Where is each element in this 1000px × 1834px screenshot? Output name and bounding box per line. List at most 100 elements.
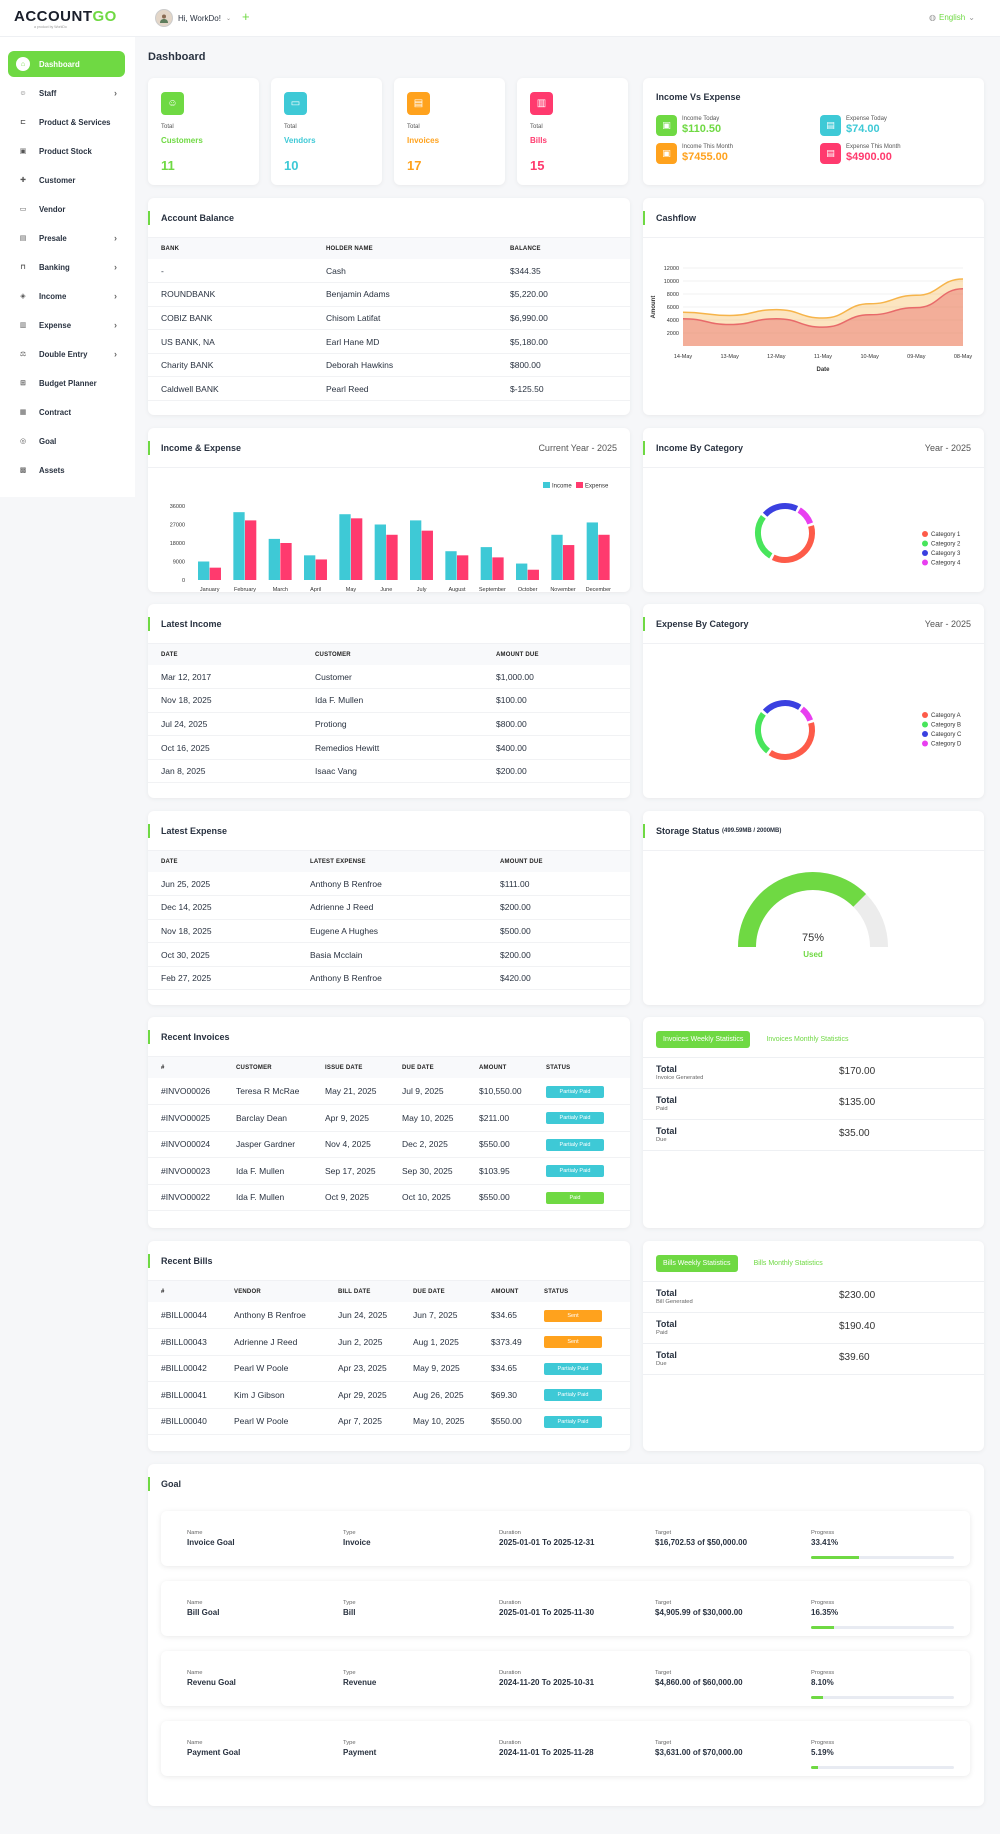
table-row[interactable]: #INVO00025 Barclay Dean Apr 9, 2025 May 10,…	[148, 1104, 630, 1132]
table-row[interactable]: #BILL00040 Pearl W Poole Apr 7, 2025 May 10…	[148, 1408, 630, 1435]
sidebar-item-contract[interactable]: ▦ Contract	[8, 399, 125, 425]
tab-invoices-monthly[interactable]: Invoices Monthly Statistics	[766, 1036, 849, 1043]
table-row[interactable]: Dec 14, 2025 Adrienne J Reed $200.00	[148, 895, 630, 920]
table-cell: Mar 12, 2017	[148, 665, 302, 690]
add-icon[interactable]: +	[242, 9, 250, 24]
sidebar-item-goal[interactable]: ◎ Goal	[8, 428, 125, 454]
bar-expense-november[interactable]	[563, 545, 575, 580]
table-cell[interactable]: #BILL00040	[148, 1408, 221, 1435]
sidebar-item-banking[interactable]: ⊓ Banking ›	[8, 254, 125, 280]
table-row[interactable]: Mar 12, 2017 Customer $1,000.00	[148, 665, 630, 690]
table-row[interactable]: - Cash $344.35	[148, 259, 630, 284]
table-cell[interactable]: #INVO00026	[148, 1078, 223, 1105]
donut-slice-category-b[interactable]	[755, 712, 771, 754]
bar-income-july[interactable]	[410, 520, 422, 580]
sidebar-item-expense[interactable]: ▥ Expense ›	[8, 312, 125, 338]
language-selector[interactable]: ◍ English ⌄	[929, 13, 975, 22]
table-row[interactable]: Charity BANK Deborah Hawkins $800.00	[148, 353, 630, 378]
table-row[interactable]: ROUNDBANK Benjamin Adams $5,220.00	[148, 282, 630, 307]
donut-slice-category-a[interactable]	[768, 722, 815, 760]
donut-slice-category-4[interactable]	[797, 507, 814, 525]
bar-expense-august[interactable]	[457, 555, 469, 580]
table-row[interactable]: Jan 8, 2025 Isaac Vang $200.00	[148, 759, 630, 784]
tab-invoices-weekly[interactable]: Invoices Weekly Statistics	[656, 1031, 751, 1048]
bar-income-june[interactable]	[374, 524, 386, 581]
sidebar-item-presale[interactable]: ▤ Presale ›	[8, 225, 125, 251]
bar-expense-march[interactable]	[280, 543, 292, 580]
sidebar-item-product-services[interactable]: ⊏ Product & Services	[8, 109, 125, 135]
table-row[interactable]: #INVO00022 Ida F. Mullen Oct 9, 2025 Oct 10…	[148, 1184, 630, 1211]
bar-income-march[interactable]	[268, 538, 280, 580]
sidebar-item-dashboard[interactable]: ⌂ Dashboard	[8, 51, 125, 77]
bar-expense-january[interactable]	[209, 567, 221, 580]
bar-income-september[interactable]	[480, 547, 492, 580]
user-menu[interactable]: Hi, WorkDo! ⌄	[155, 9, 231, 27]
table-cell[interactable]: #BILL00043	[148, 1328, 221, 1356]
table-row[interactable]: Nov 18, 2025 Eugene A Hughes $500.00	[148, 919, 630, 944]
donut-slice-category-1[interactable]	[771, 525, 815, 563]
table-row[interactable]: Jul 24, 2025 Protiong $800.00	[148, 712, 630, 737]
table-row[interactable]: COBIZ BANK Chisom Latifat $6,990.00	[148, 306, 630, 331]
table-row[interactable]: Caldwell BANK Pearl Reed $-125.50	[148, 376, 630, 402]
table-cell: $111.00	[487, 872, 630, 897]
table-row[interactable]: Oct 16, 2025 Remedios Hewitt $400.00	[148, 735, 630, 760]
sidebar-item-budget-planner[interactable]: ⊞ Budget Planner	[8, 370, 125, 396]
table-row[interactable]: #INVO00023 Ida F. Mullen Sep 17, 2025 Sep 3…	[148, 1157, 630, 1185]
table-cell[interactable]: #INVO00022	[148, 1184, 223, 1211]
table-cell[interactable]: #BILL00042	[148, 1355, 221, 1382]
stat-card-vendors[interactable]: ▭ Total Vendors 10	[271, 78, 382, 185]
bar-income-february[interactable]	[233, 512, 245, 580]
table-row[interactable]: US BANK, NA Earl Hane MD $5,180.00	[148, 329, 630, 354]
sidebar-item-customer[interactable]: ✚ Customer	[8, 167, 125, 193]
table-cell[interactable]: #INVO00024	[148, 1131, 223, 1158]
table-cell[interactable]: #BILL00041	[148, 1381, 221, 1409]
tab-bills-monthly[interactable]: Bills Monthly Statistics	[753, 1260, 823, 1267]
table-row[interactable]: Jun 25, 2025 Anthony B Renfroe $111.00	[148, 872, 630, 897]
donut-slice-category-2[interactable]	[755, 515, 773, 559]
stat-card-customers[interactable]: ☺ Total Customers 11	[148, 78, 259, 185]
table-cell: Jan 8, 2025	[148, 759, 302, 784]
sidebar-item-vendor[interactable]: ▭ Vendor	[8, 196, 125, 222]
bar-expense-february[interactable]	[245, 520, 257, 580]
table-cell[interactable]: #INVO00023	[148, 1157, 223, 1185]
bar-expense-september[interactable]	[492, 557, 504, 580]
table-row[interactable]: #BILL00041 Kim J Gibson Apr 29, 2025 Aug 26…	[148, 1381, 630, 1409]
donut-slice-category-3[interactable]	[762, 503, 799, 517]
table-row[interactable]: Feb 27, 2025 Anthony B Renfroe $420.00	[148, 966, 630, 991]
bar-income-december[interactable]	[586, 522, 598, 580]
bar-expense-december[interactable]	[598, 534, 610, 580]
stat-card-bills[interactable]: ▥ Total Bills 15	[517, 78, 628, 185]
donut-slice-category-d[interactable]	[799, 706, 814, 722]
sidebar-item-assets[interactable]: ▩ Assets	[8, 457, 125, 483]
table-row[interactable]: Oct 30, 2025 Basia Mcclain $200.00	[148, 942, 630, 967]
bar-expense-october[interactable]	[527, 569, 539, 580]
stat-card-invoices[interactable]: ▤ Total Invoices 17	[394, 78, 505, 185]
sidebar-item-staff[interactable]: ☺ Staff ›	[8, 80, 125, 106]
assets-icon: ▩	[19, 467, 27, 474]
latest-income-table: DATE CUSTOMER AMOUNT DUE Mar 12, 2017 Custom…	[148, 644, 630, 784]
table-row[interactable]: #BILL00042 Pearl W Poole Apr 23, 2025 May 9…	[148, 1355, 630, 1382]
bar-expense-april[interactable]	[315, 559, 327, 580]
table-cell[interactable]: #INVO00025	[148, 1104, 223, 1132]
donut-slice-category-c[interactable]	[762, 700, 802, 714]
bar-expense-may[interactable]	[351, 518, 363, 580]
bar-income-october[interactable]	[516, 563, 528, 580]
bar-expense-june[interactable]	[386, 534, 398, 580]
bar-income-may[interactable]	[339, 514, 351, 580]
bar-income-august[interactable]	[445, 551, 457, 580]
sidebar-item-income[interactable]: ◈ Income ›	[8, 283, 125, 309]
tab-bills-weekly[interactable]: Bills Weekly Statistics	[656, 1255, 738, 1272]
table-cell[interactable]: #BILL00044	[148, 1302, 221, 1329]
bar-expense-july[interactable]	[421, 530, 433, 580]
logo[interactable]: ACCOUNTGO	[14, 8, 117, 25]
bar-income-january[interactable]	[198, 561, 210, 581]
sidebar-item-double-entry[interactable]: ⚖ Double Entry ›	[8, 341, 125, 367]
table-row[interactable]: #INVO00024 Jasper Gardner Nov 4, 2025 Dec 2…	[148, 1131, 630, 1158]
table-row[interactable]: #INVO00026 Teresa R McRae May 21, 2025 Jul …	[148, 1078, 630, 1105]
table-row[interactable]: Nov 18, 2025 Ida F. Mullen $100.00	[148, 688, 630, 713]
table-row[interactable]: #BILL00044 Anthony B Renfroe Jun 24, 2025 J…	[148, 1302, 630, 1329]
bar-income-november[interactable]	[551, 534, 563, 580]
sidebar-item-product-stock[interactable]: ▣ Product Stock	[8, 138, 125, 164]
bar-income-april[interactable]	[304, 555, 316, 580]
table-row[interactable]: #BILL00043 Adrienne J Reed Jun 2, 2025 Aug …	[148, 1328, 630, 1356]
